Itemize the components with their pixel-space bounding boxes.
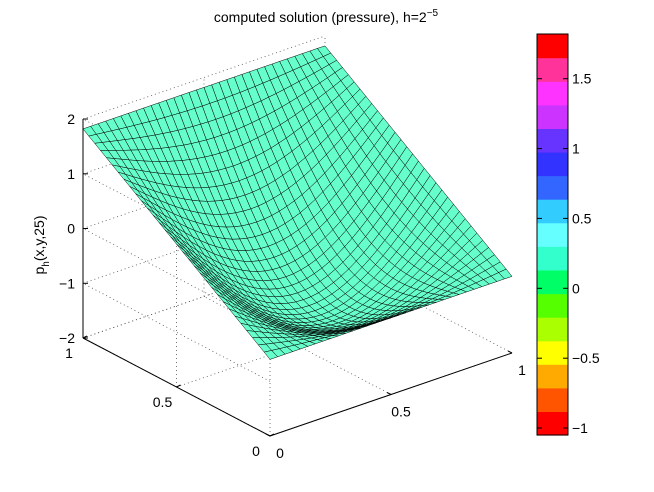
chart-title: computed solution (pressure), h=2−5 [214,8,439,25]
colorbar-frame [536,33,569,436]
colorbar-tick-label: 1 [572,141,580,157]
colorbar-band [537,317,568,342]
colorbar-ticks: 1.5 1 0.5 0 −0.5 −1 [537,71,600,436]
colorbar-band [537,81,568,106]
y-tick-label: 1 [65,345,73,361]
colorbar-band [537,387,568,412]
z-tick-label: 1 [67,166,75,182]
colorbar-tick-label: 0 [572,280,580,296]
colorbar-tick-label: −1 [572,420,588,436]
colorbar: 1.5 1 0.5 0 −0.5 −1 [536,33,600,436]
colorbar-tick-label: −0.5 [572,350,600,366]
colorbar-band [537,246,568,271]
surface-face [263,350,279,360]
x-tick-mark [507,350,513,354]
y-tick-label: 0.5 [153,394,173,410]
axis-lines [82,118,513,437]
colorbar-band [537,340,568,365]
z-tick-label: 2 [67,111,75,127]
y-tick-mark [269,433,275,437]
colorbar-band [537,104,568,129]
colorbar-band [537,151,568,177]
y-tick-label: 0 [252,443,260,459]
x-tick-mark [386,392,392,395]
colorbar-tick-label: 1.5 [572,71,592,87]
x-tick-label: 0 [276,445,284,461]
colorbar-band [537,293,568,318]
chart-title-exponent: −5 [427,8,439,19]
z-tick-label: −1 [59,275,75,291]
x-tick-label: 1 [518,362,526,378]
colorbar-bands [537,34,568,436]
colorbar-band [537,57,568,82]
z-axis-label-subscript: h [41,261,52,267]
z-tick-label: −2 [59,330,75,346]
colorbar-band [537,199,568,224]
colorbar-band [537,269,568,295]
colorbar-band [537,175,568,200]
surface-mesh [82,45,513,360]
colorbar-band [537,222,568,247]
x-tick-label: 0.5 [391,404,411,420]
z-tick-label: 0 [67,221,75,237]
colorbar-tick-label: 0.5 [572,210,592,226]
z-axis-label: ph(x,y,25) [31,216,52,275]
colorbar-band [537,364,568,389]
colorbar-band [537,128,568,153]
colorbar-band [537,411,568,436]
y-tick-mark [176,384,181,388]
x-tick-mark [265,433,271,437]
colorbar-band [537,34,568,59]
